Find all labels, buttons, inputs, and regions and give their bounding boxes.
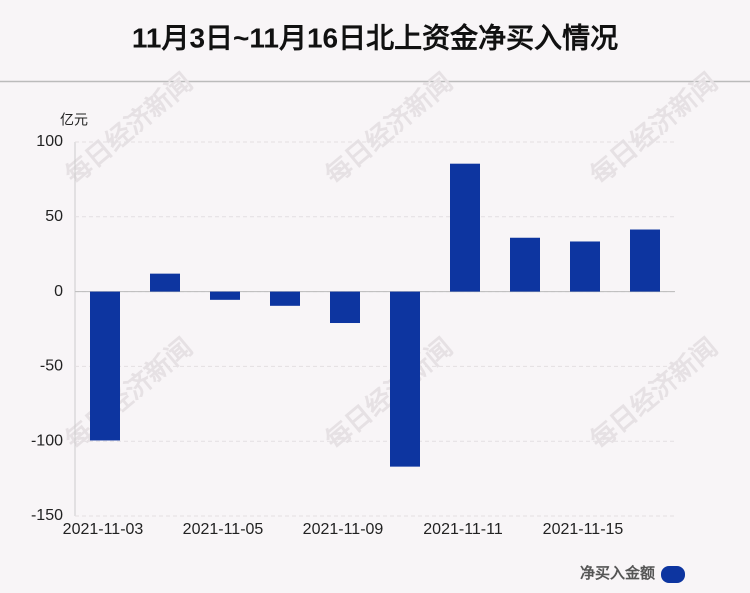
bar (630, 229, 660, 292)
bar (450, 163, 480, 292)
bar (210, 291, 240, 300)
y-tick-label: -50 (40, 358, 63, 375)
x-tick-label: 2021-11-09 (303, 521, 384, 538)
bar (330, 291, 360, 324)
y-tick-label: 100 (36, 133, 63, 150)
y-tick-label: 0 (54, 283, 63, 300)
bar (90, 291, 120, 441)
x-tick-label: 2021-11-11 (423, 521, 503, 538)
y-tick-label: -100 (31, 432, 63, 449)
y-tick-label: -150 (31, 507, 63, 524)
legend-label: 净买入金额 (580, 564, 655, 582)
y-unit: 亿元 (60, 112, 88, 128)
legend-swatch (661, 566, 685, 583)
x-tick-label: 2021-11-03 (63, 521, 144, 538)
x-tick-label: 2021-11-15 (543, 521, 624, 538)
bar (270, 291, 300, 306)
bar (510, 237, 540, 292)
x-tick-label: 2021-11-05 (183, 521, 264, 538)
bar (570, 241, 600, 292)
chart-title: 11月3日~11月16日北上资金净买入情况 (132, 21, 618, 53)
y-tick-label: 50 (45, 208, 63, 225)
bar (390, 291, 420, 467)
bar (150, 273, 180, 292)
